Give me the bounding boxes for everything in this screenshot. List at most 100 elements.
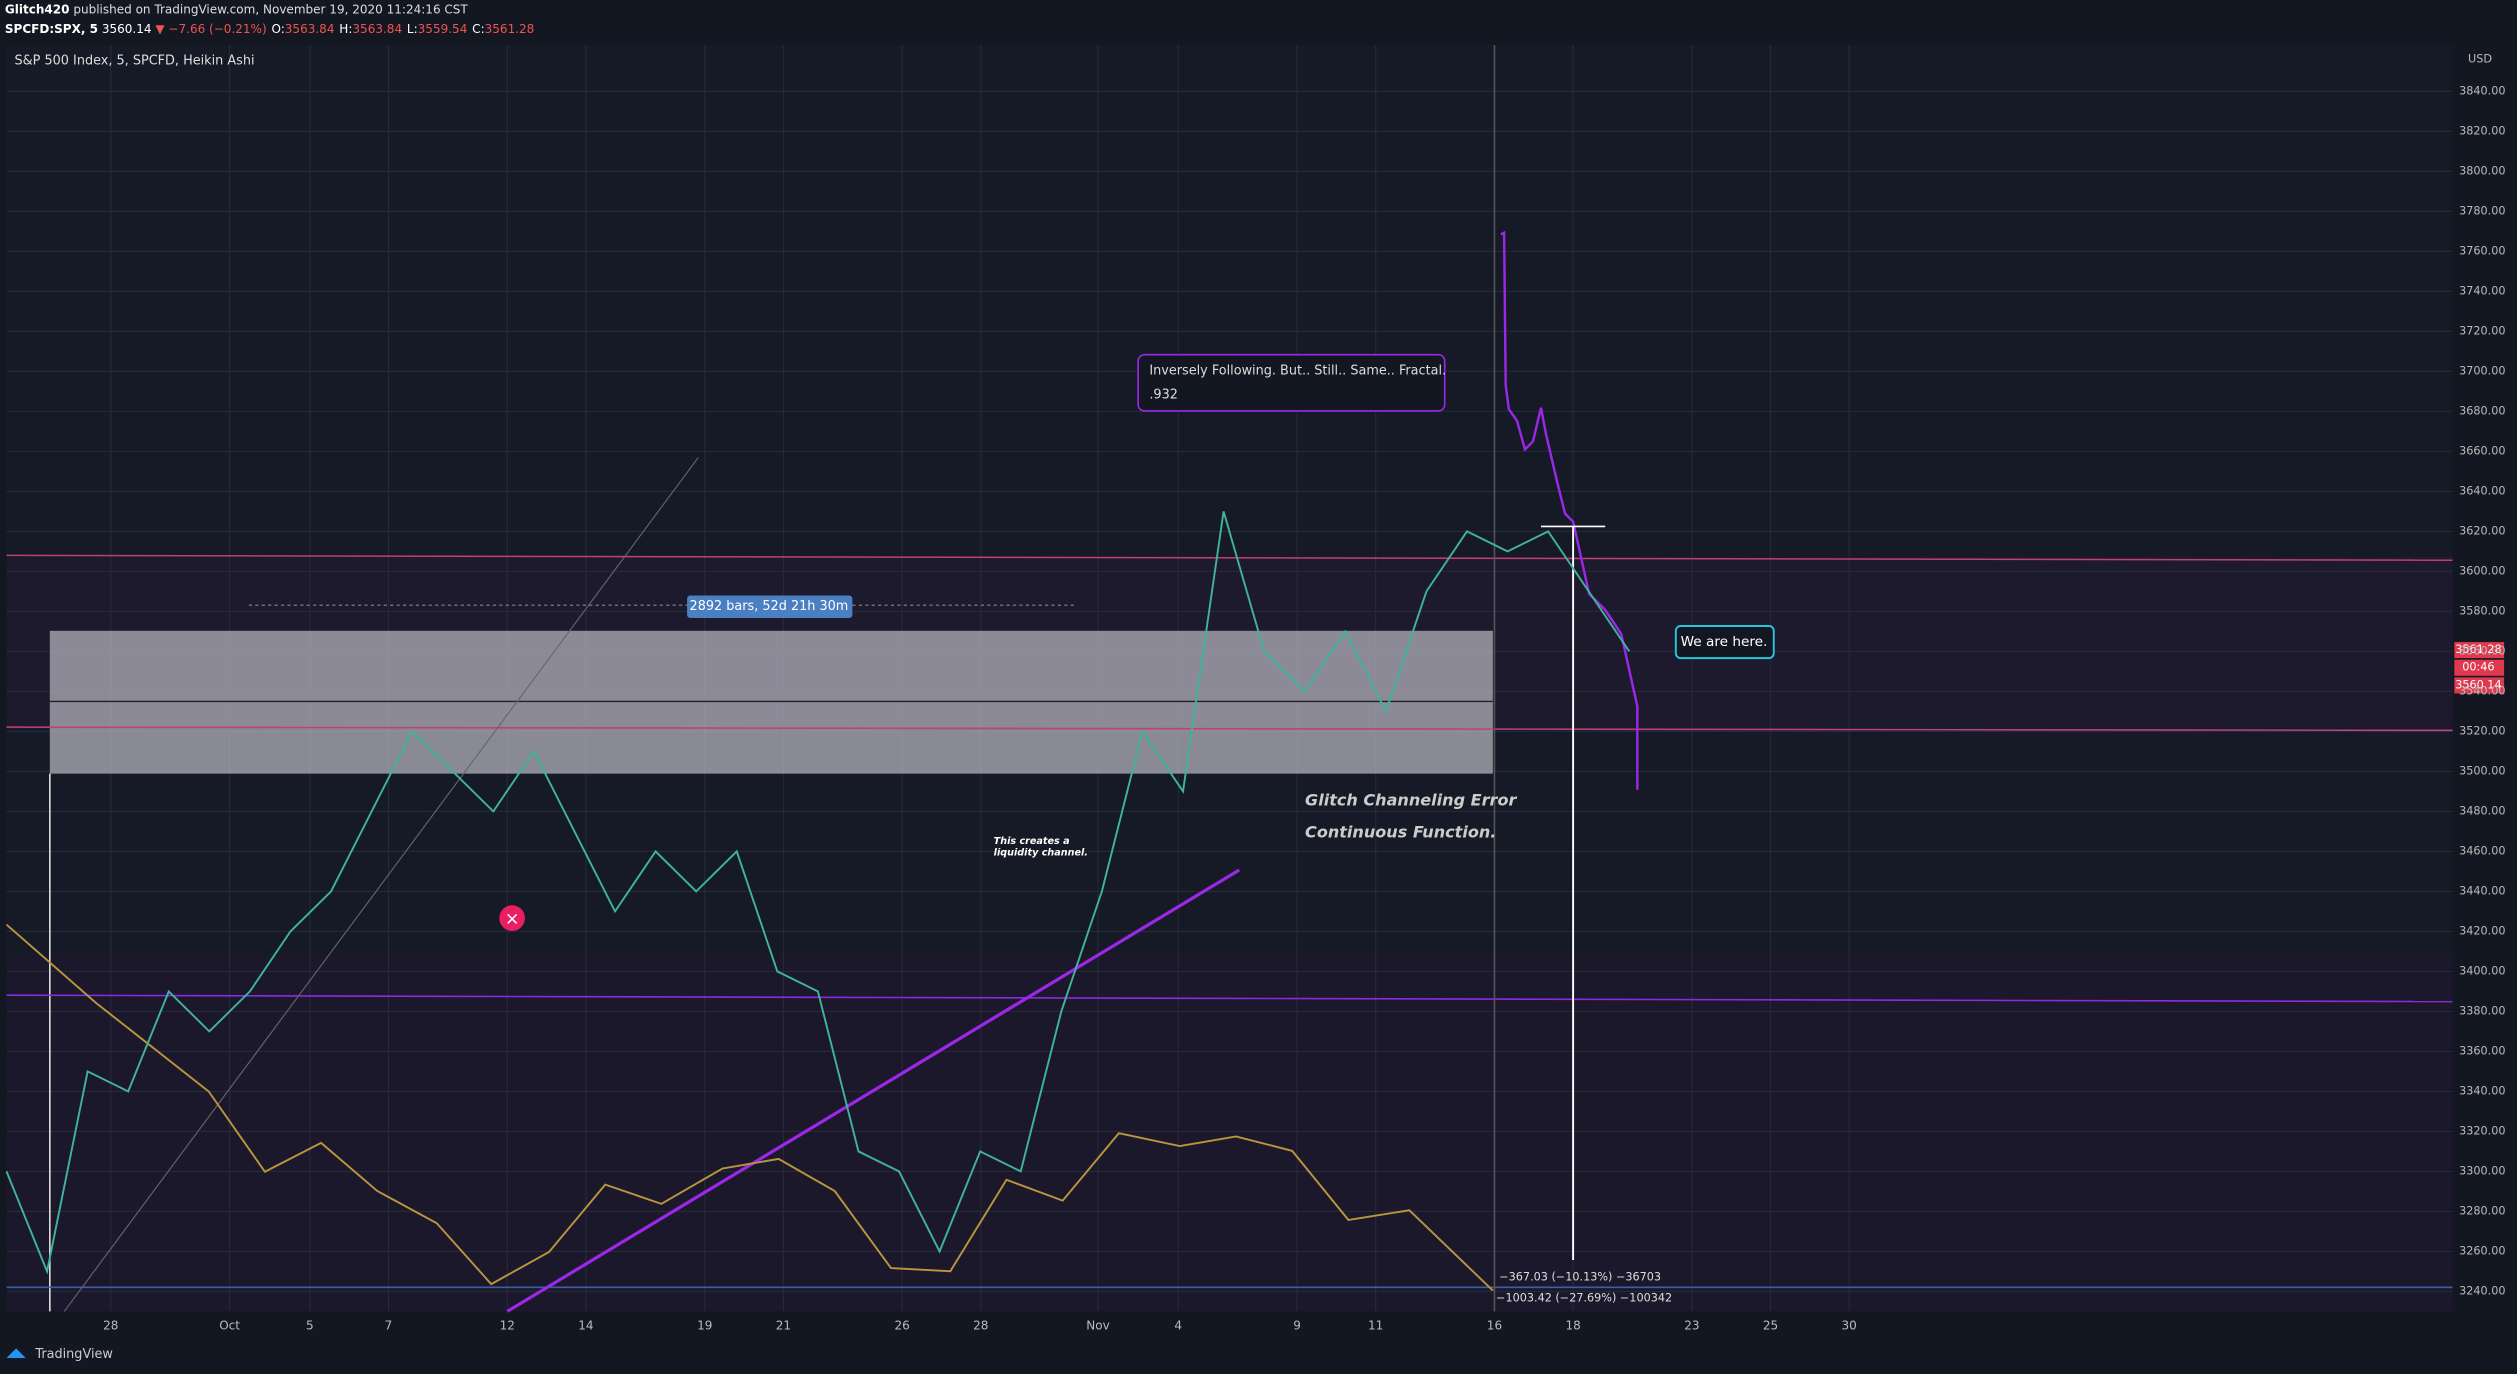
- price-tag-label: 3560.14: [2455, 678, 2501, 691]
- currency: USD: [2468, 52, 2492, 65]
- y-tick-label: 3580.00: [2459, 604, 2505, 617]
- y-tick-label: 3300.00: [2459, 1164, 2505, 1177]
- x-tick-label: 26: [895, 1318, 910, 1332]
- author: Glitch420: [5, 2, 70, 16]
- y-tick-label: 3720.00: [2459, 324, 2505, 337]
- callout-box: [1137, 353, 1446, 412]
- y-tick-label: 3600.00: [2459, 564, 2505, 577]
- moving-average: [5, 923, 1494, 1292]
- x-icon: ×: [505, 910, 520, 930]
- x-tick-label: 12: [500, 1318, 515, 1332]
- level-line: [6, 726, 2453, 732]
- footer-brand: TradingView: [34, 1347, 113, 1362]
- y-tick-label: 3500.00: [2459, 764, 2505, 777]
- range-label: −367.03 (−10.13%) −36703: [1499, 1271, 1661, 1284]
- ohlc-value: 3561.28: [485, 21, 535, 35]
- y-tick-label: 3780.00: [2459, 204, 2505, 217]
- y-tick-label: 3760.00: [2459, 244, 2505, 257]
- x-tick-label: Oct: [219, 1318, 240, 1332]
- y-tick-label: 3340.00: [2459, 1084, 2505, 1097]
- x-tick-label: 4: [1174, 1318, 1182, 1332]
- price-tag: [2454, 642, 2505, 659]
- ohlc-key: H:: [339, 21, 352, 35]
- projection: [1500, 230, 1639, 790]
- x-tick-label: 16: [1487, 1318, 1502, 1332]
- x-tick-label: 11: [1368, 1318, 1383, 1332]
- y-tick-label: 3460.00: [2459, 844, 2505, 857]
- price-tag: [2454, 677, 2505, 694]
- ohlc-value: 3563.84: [352, 21, 402, 35]
- x-tick-label: 28: [103, 1318, 118, 1332]
- here-text: We are here.: [1681, 634, 1768, 650]
- x-tick-label: 18: [1565, 1318, 1580, 1332]
- annotation: This creates a: [994, 836, 1070, 847]
- trend-line: [63, 457, 699, 1312]
- price-tag-label: 00:46: [2462, 661, 2494, 674]
- x-tick-label: Nov: [1086, 1318, 1109, 1332]
- y-tick-label: 3400.00: [2459, 964, 2505, 977]
- ohlc-key: O:: [271, 21, 284, 35]
- annotation: liquidity channel.: [994, 847, 1088, 858]
- x-tick-label: 25: [1763, 1318, 1778, 1332]
- x-tick-label: 9: [1293, 1318, 1301, 1332]
- callout-text: Inversely Following. But.. Still.. Same.…: [1149, 363, 1446, 378]
- annotation: Glitch Channeling Error: [1305, 790, 1517, 809]
- x-tick-label: 23: [1684, 1318, 1699, 1332]
- y-tick-label: 3480.00: [2459, 804, 2505, 817]
- y-tick-label: 3740.00: [2459, 284, 2505, 297]
- ohlc-key: C:: [472, 21, 484, 35]
- ohlc-value: 3559.54: [418, 21, 468, 35]
- y-tick-label: 3240.00: [2459, 1284, 2505, 1297]
- price-line: [5, 511, 1631, 1275]
- price-tag: [2454, 659, 2505, 676]
- annotation: Continuous Function.: [1305, 823, 1496, 842]
- y-tick-label: 3660.00: [2459, 444, 2505, 457]
- x-tick-label: 19: [697, 1318, 712, 1332]
- y-tick-label: 3360.00: [2459, 1044, 2505, 1057]
- y-tick-label: 3260.00: [2459, 1244, 2505, 1257]
- y-tick-label: 3540.00: [2459, 684, 2505, 697]
- y-tick-label: 3560.00: [2459, 644, 2505, 657]
- legend: S&P 500 Index, 5, SPCFD, Heikin Ashi: [15, 53, 255, 68]
- level-line: [6, 554, 2453, 561]
- change: ▼ −7.66 (−0.21%): [155, 21, 266, 35]
- y-tick-label: 3640.00: [2459, 484, 2505, 497]
- y-tick-label: 3380.00: [2459, 1004, 2505, 1017]
- channel-box: [49, 630, 1493, 774]
- x-tick-label: 21: [776, 1318, 791, 1332]
- x-tick-label: 30: [1842, 1318, 1857, 1332]
- x-tick-label: 7: [385, 1318, 393, 1332]
- ohlc-value: 3563.84: [285, 21, 335, 35]
- trend-line: [506, 868, 1241, 1313]
- here-box: [1674, 625, 1775, 660]
- bars-badge: [687, 595, 853, 618]
- last: 3560.14: [102, 21, 152, 35]
- x-tick-label: 14: [578, 1318, 593, 1332]
- y-tick-label: 3440.00: [2459, 884, 2505, 897]
- level-line: [6, 994, 2453, 1003]
- y-tick-label: 3700.00: [2459, 364, 2505, 377]
- y-tick-label: 3840.00: [2459, 84, 2505, 97]
- y-tick-label: 3680.00: [2459, 404, 2505, 417]
- y-tick-label: 3800.00: [2459, 164, 2505, 177]
- header-line: SPCFD:SPX, 5 3560.14 ▼ −7.66 (−0.21%) O:3…: [5, 21, 534, 35]
- ohlc-key: L:: [407, 21, 418, 35]
- bars-label: 2892 bars, 52d 21h 30m: [690, 599, 849, 614]
- logo: [6, 1348, 26, 1358]
- header-line: Glitch420 published on TradingView.com, …: [5, 2, 469, 16]
- x-tick-label: 5: [306, 1318, 314, 1332]
- lower-zone: [6, 955, 2453, 1312]
- range-label: −1003.42 (−27.69%) −100342: [1496, 1292, 1672, 1305]
- y-tick-label: 3620.00: [2459, 524, 2505, 537]
- x-marker: [499, 905, 525, 931]
- y-tick-label: 3320.00: [2459, 1124, 2505, 1137]
- y-tick-label: 3820.00: [2459, 124, 2505, 137]
- callout-text: .932: [1149, 387, 1178, 402]
- y-tick-label: 3520.00: [2459, 724, 2505, 737]
- symbol: SPCFD:SPX, 5: [5, 21, 98, 35]
- published: published on TradingView.com, November 1…: [73, 2, 468, 16]
- y-tick-label: 3280.00: [2459, 1204, 2505, 1217]
- price-tag-label: 3561.28: [2455, 643, 2501, 656]
